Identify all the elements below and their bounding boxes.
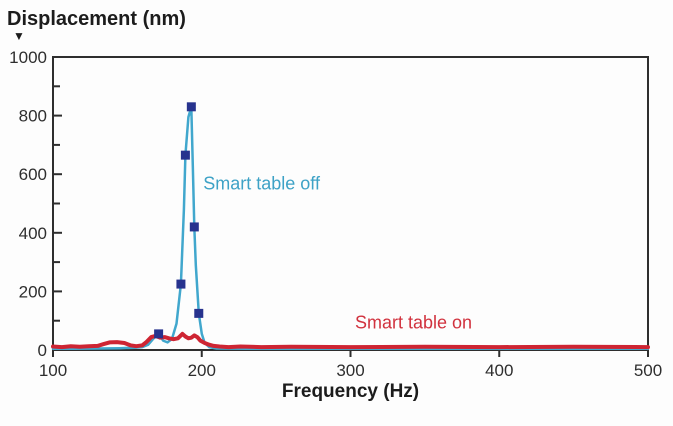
x-tick-label: 500 [634, 361, 662, 380]
down-arrow-icon: ▼ [13, 29, 25, 43]
y-tick-label: 600 [19, 165, 47, 184]
series-marker-smart-table-off [154, 329, 164, 339]
y-tick-label: 200 [19, 282, 47, 301]
x-axis-title: Frequency (Hz) [281, 381, 420, 402]
series-label-smart-table-on: Smart table on [354, 312, 473, 333]
y-tick-label: 1000 [9, 48, 47, 67]
series-label-smart-table-off: Smart table off [203, 173, 320, 194]
series-marker-smart-table-off [194, 308, 204, 318]
y-tick-label: 800 [19, 107, 47, 126]
series-marker-smart-table-off [180, 150, 190, 160]
x-tick-label: 400 [485, 361, 513, 380]
series-marker-smart-table-off [189, 222, 199, 232]
x-tick-label: 300 [336, 361, 364, 380]
series-line-smart-table-on [51, 331, 650, 350]
axis-frame [52, 56, 649, 351]
series-marker-smart-table-off [186, 102, 196, 112]
y-tick-label: 0 [38, 341, 47, 360]
series-marker-smart-table-off [176, 279, 186, 289]
x-tick-label: 200 [188, 361, 216, 380]
chart-title: Displacement (nm) [7, 8, 186, 30]
series-line-smart-table-off [51, 105, 650, 351]
x-tick-label: 100 [39, 361, 67, 380]
y-tick-label: 400 [19, 224, 47, 243]
